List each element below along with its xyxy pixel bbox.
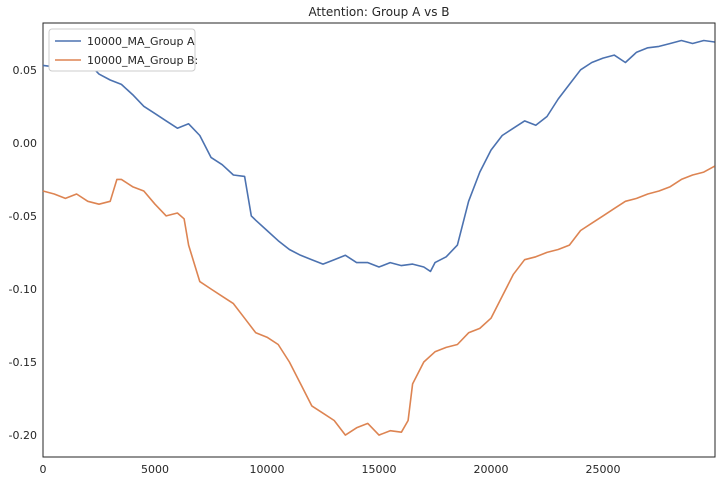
x-tick-label: 20000 xyxy=(474,463,509,476)
y-tick-label: -0.05 xyxy=(9,210,37,223)
y-tick-label: 0.00 xyxy=(13,137,38,150)
series-line-group-a xyxy=(42,39,715,273)
x-tick-label: 15000 xyxy=(362,463,397,476)
legend-box xyxy=(48,28,196,72)
x-tick-label: 10000 xyxy=(250,463,285,476)
y-axis-ticks: 0.05 0.00 -0.05 -0.10 -0.15 -0.20 xyxy=(9,64,37,442)
legend: 10000_MA_Group A 10000_MA_Group B: xyxy=(48,28,198,72)
y-tick-label: 0.05 xyxy=(13,64,38,77)
series-layer xyxy=(42,39,715,436)
y-tick-label: -0.10 xyxy=(9,283,37,296)
y-tick-label: -0.15 xyxy=(9,356,37,369)
x-tick-label: 0 xyxy=(40,463,47,476)
y-tick-label: -0.20 xyxy=(9,429,37,442)
legend-label: 10000_MA_Group A xyxy=(87,35,195,48)
plot-area xyxy=(42,22,716,458)
legend-label: 10000_MA_Group B: xyxy=(87,54,198,67)
x-tick-label: 5000 xyxy=(141,463,169,476)
series-line-group-b xyxy=(42,165,715,436)
chart-title: Attention: Group A vs B xyxy=(308,5,449,19)
x-tick-label: 25000 xyxy=(586,463,621,476)
x-axis-ticks: 0 5000 10000 15000 20000 25000 xyxy=(40,463,621,476)
